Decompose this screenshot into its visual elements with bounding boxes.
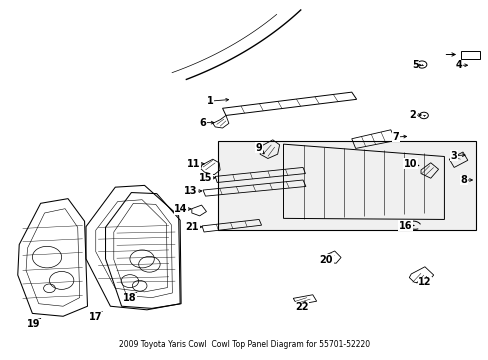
Text: 12: 12 [417,277,431,287]
Text: 7: 7 [391,132,398,142]
Text: 19: 19 [27,319,41,329]
Text: 6: 6 [199,118,206,128]
Text: 4: 4 [455,60,462,70]
Text: 22: 22 [295,302,308,312]
Text: 20: 20 [319,255,332,265]
Text: 10: 10 [403,159,416,169]
Text: 1: 1 [206,96,213,106]
Text: 9: 9 [255,143,262,153]
Text: 16: 16 [398,221,411,231]
Text: 15: 15 [198,173,212,183]
Text: 17: 17 [89,312,102,322]
Text: 11: 11 [186,159,200,169]
Text: 3: 3 [450,150,457,161]
Text: 2: 2 [408,111,415,121]
Text: 18: 18 [123,293,137,303]
Text: 8: 8 [460,175,467,185]
Text: 13: 13 [184,186,197,197]
Text: 2009 Toyota Yaris Cowl  Cowl Top Panel Diagram for 55701-52220: 2009 Toyota Yaris Cowl Cowl Top Panel Di… [119,340,369,349]
Text: 14: 14 [174,204,187,215]
Polygon shape [217,140,475,230]
Text: 5: 5 [411,60,418,70]
Text: 21: 21 [185,222,199,232]
